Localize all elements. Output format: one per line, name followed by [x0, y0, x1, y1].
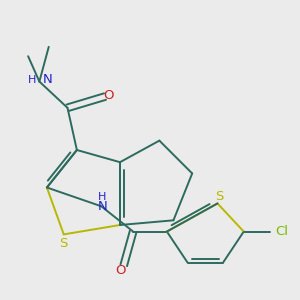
Text: N: N	[97, 200, 107, 213]
Text: N: N	[43, 73, 53, 86]
Text: O: O	[115, 264, 125, 278]
Text: S: S	[58, 237, 67, 250]
Text: H: H	[98, 192, 106, 202]
Text: H: H	[28, 75, 37, 85]
Text: Cl: Cl	[276, 225, 289, 238]
Text: S: S	[215, 190, 224, 203]
Text: O: O	[103, 89, 114, 102]
